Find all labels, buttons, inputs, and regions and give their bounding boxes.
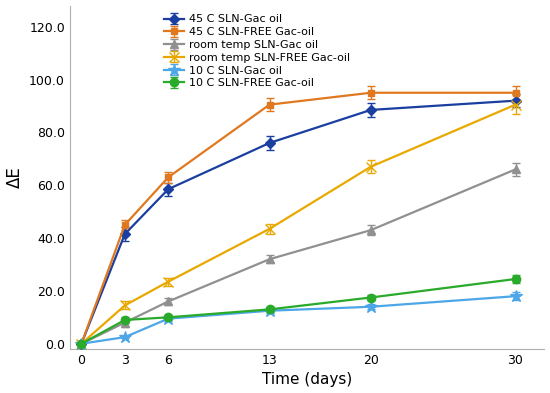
- Legend: 45 C SLN-Gac oil, 45 C SLN-FREE Gac-oil, room temp SLN-Gac oil, room temp SLN-FR: 45 C SLN-Gac oil, 45 C SLN-FREE Gac-oil,…: [161, 11, 353, 92]
- X-axis label: Time (days): Time (days): [262, 373, 352, 387]
- Y-axis label: ΔE: ΔE: [6, 166, 24, 188]
